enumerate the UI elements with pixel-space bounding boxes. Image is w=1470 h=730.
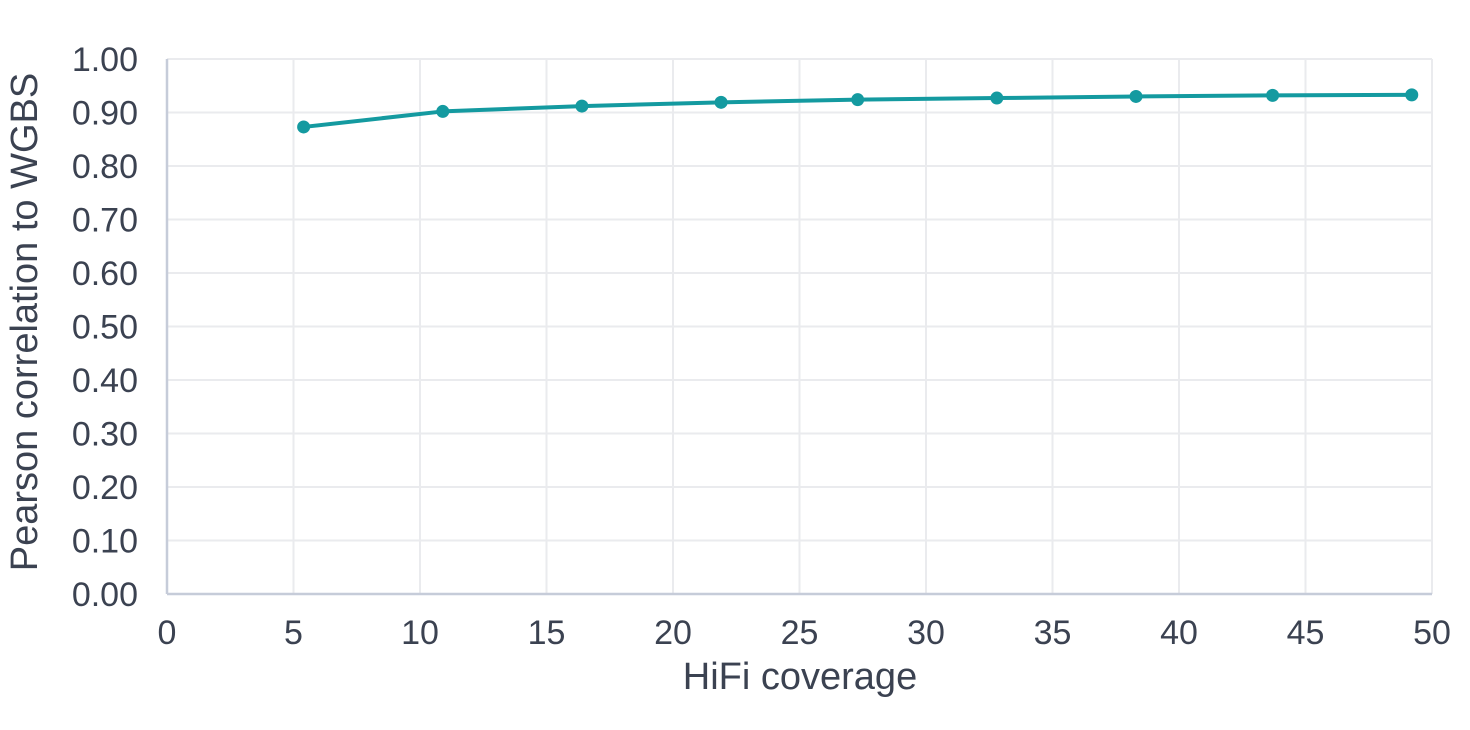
y-tick-label: 1.00: [72, 41, 138, 79]
y-tick-label: 0.80: [72, 148, 138, 186]
data-point-marker: [714, 95, 728, 109]
y-tick-label: 0.00: [72, 576, 138, 614]
y-tick-label: 0.20: [72, 469, 138, 507]
y-axis-title: Pearson correlation to WGBS: [4, 73, 46, 571]
y-tick-label: 0.90: [72, 95, 138, 133]
y-axis-tick-labels: 0.00 0.10 0.20 0.30 0.40 0.50 0.60 0.70 0.80 0.90…: [72, 41, 138, 614]
x-tick-label: 20: [654, 614, 692, 652]
data-point-marker: [1129, 89, 1143, 103]
x-tick-label: 5: [284, 614, 303, 652]
x-tick-label: 30: [907, 614, 945, 652]
x-tick-label: 35: [1034, 614, 1072, 652]
x-tick-label: 15: [528, 614, 566, 652]
series-line: [297, 88, 1419, 134]
x-tick-label: 45: [1287, 614, 1325, 652]
data-point-marker: [436, 104, 450, 118]
x-tick-label: 0: [158, 614, 177, 652]
data-point-marker: [575, 99, 589, 113]
x-tick-label: 50: [1413, 614, 1451, 652]
gridlines: [166, 58, 1433, 595]
data-point-marker: [1266, 88, 1280, 102]
y-tick-label: 0.50: [72, 309, 138, 347]
data-point-marker: [297, 120, 311, 134]
x-tick-label: 25: [781, 614, 819, 652]
y-tick-label: 0.60: [72, 255, 138, 293]
axis-frame: [165, 59, 1432, 596]
data-point-marker: [1405, 88, 1419, 102]
x-tick-label: 40: [1160, 614, 1198, 652]
x-axis-title: HiFi coverage: [683, 656, 917, 698]
x-axis-tick-labels: 0 5 10 15 20 25 30 35 40 45 50: [158, 614, 1451, 652]
y-tick-label: 0.70: [72, 202, 138, 240]
y-tick-label: 0.40: [72, 362, 138, 400]
y-tick-label: 0.10: [72, 523, 138, 561]
x-tick-label: 10: [401, 614, 439, 652]
y-tick-label: 0.30: [72, 416, 138, 454]
data-point-marker: [990, 91, 1004, 105]
data-point-marker: [851, 93, 865, 107]
